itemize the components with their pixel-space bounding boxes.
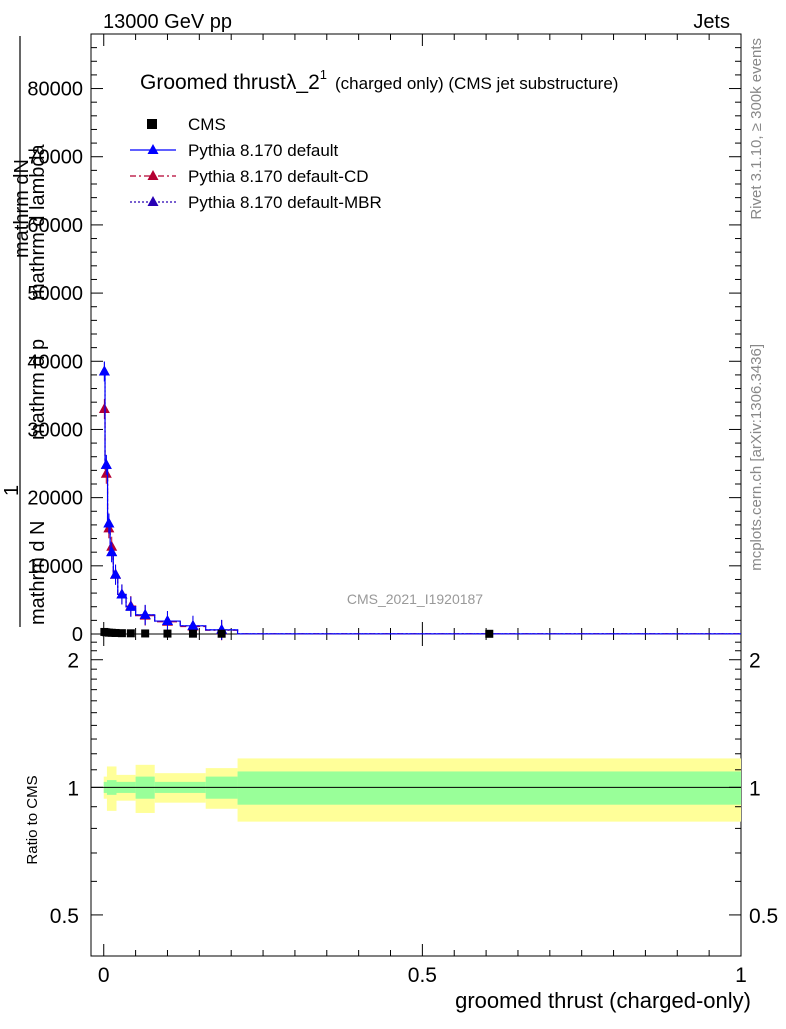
series-point-default (161, 615, 173, 626)
cms-data-point (217, 629, 226, 638)
y-tick-label: 40000 (27, 351, 83, 373)
series-point-default (106, 546, 118, 557)
y-axis-label: mathrm dN mathrm d lambda mathrm d p 1 m… (1, 36, 49, 627)
rivet-label: Rivet 3.1.10, ≥ 300k events (748, 38, 765, 220)
ratio-tick-label: 0.5 (50, 905, 79, 928)
y-tick-label: 0 (72, 624, 83, 646)
series-point-default (100, 458, 112, 469)
series-point-default (103, 517, 115, 528)
cms-data-point (141, 629, 150, 638)
header-energy-label: 13000 GeV pp (103, 11, 232, 33)
legend-label: CMS (188, 115, 226, 134)
series-point-default (187, 619, 199, 630)
ratio-ylabel: Ratio to CMS (24, 775, 41, 864)
ratio-band-inner (237, 771, 741, 805)
legend-marker-triangle (147, 144, 159, 154)
ratio-tick-label: 2 (67, 650, 79, 673)
data-series (98, 361, 741, 641)
x-tick-label: 0 (98, 964, 110, 987)
legend-label: Pythia 8.170 default-CD (188, 167, 369, 186)
mcplots-label: mcplots.cern.ch [arXiv:1306.3436] (748, 344, 765, 571)
ratio-tick-label: 1 (67, 777, 79, 800)
x-axis-label: groomed thrust (charged-only) (455, 988, 751, 1013)
ylabel-line3: mathrm d p (27, 339, 49, 440)
cms-data-point (163, 629, 172, 638)
cms-data-point (188, 629, 197, 638)
series-point-default (98, 365, 110, 376)
x-tick-label: 1 (735, 964, 747, 987)
ratio-bands (103, 758, 741, 822)
header-jets-label: Jets (693, 11, 730, 33)
legend-marker-triangle (147, 170, 159, 180)
cms-data-point (117, 629, 126, 638)
legend-label: Pythia 8.170 default-MBR (188, 193, 382, 212)
series-point-default (139, 608, 151, 619)
ylabel-one: 1 (1, 485, 23, 496)
series-line-default (103, 370, 741, 635)
ratio-tick-label-right: 0.5 (749, 905, 778, 928)
y-tick-label: 70000 (27, 147, 83, 169)
y-tick-label: 10000 (27, 556, 83, 578)
series-point-default (125, 600, 137, 611)
series-point-default (110, 568, 122, 579)
series-point-cd (98, 403, 110, 413)
title-main: Groomed thrust (140, 71, 286, 94)
ylabel-line2: mathrm d lambda (27, 144, 49, 300)
ratio-axis-ticks: 0.5 0.5 1 1 2 2 0 0.5 1 (50, 634, 778, 987)
y-tick-label: 30000 (27, 419, 83, 441)
cms-data-point (126, 629, 135, 638)
y-tick-label: 50000 (27, 283, 83, 305)
title-suffix: (charged only) (CMS jet substructure) (335, 74, 618, 93)
legend-marker-triangle (147, 196, 159, 206)
ratio-tick-label-right: 2 (749, 650, 761, 673)
ylabel-numerator: mathrm dN (11, 159, 33, 258)
series-point-default (116, 588, 128, 599)
title-symbol: λ_2 (286, 71, 320, 94)
plot-title: Groomed thrustλ_21 (charged only) (CMS je… (140, 67, 618, 94)
y-tick-label: 60000 (27, 215, 83, 237)
x-tick-label: 0.5 (408, 964, 437, 987)
legend: CMS Pythia 8.170 default Pythia 8.170 defa… (130, 115, 382, 212)
y-tick-label: 20000 (27, 488, 83, 510)
cms-data-point (485, 629, 494, 638)
analysis-watermark: CMS_2021_I1920187 (347, 591, 483, 607)
y-tick-label: 80000 (27, 79, 83, 101)
legend-marker-square (147, 119, 157, 129)
legend-label: Pythia 8.170 default (188, 141, 339, 160)
ratio-tick-label-right: 1 (749, 777, 761, 800)
title-sup: 1 (320, 67, 327, 82)
cms-data-point (111, 628, 120, 637)
ylabel-denominator: mathrm d N (27, 521, 49, 625)
main-axis-ticks: 0 10000 20000 30000 40000 50000 60000 70000 8000… (27, 34, 742, 646)
